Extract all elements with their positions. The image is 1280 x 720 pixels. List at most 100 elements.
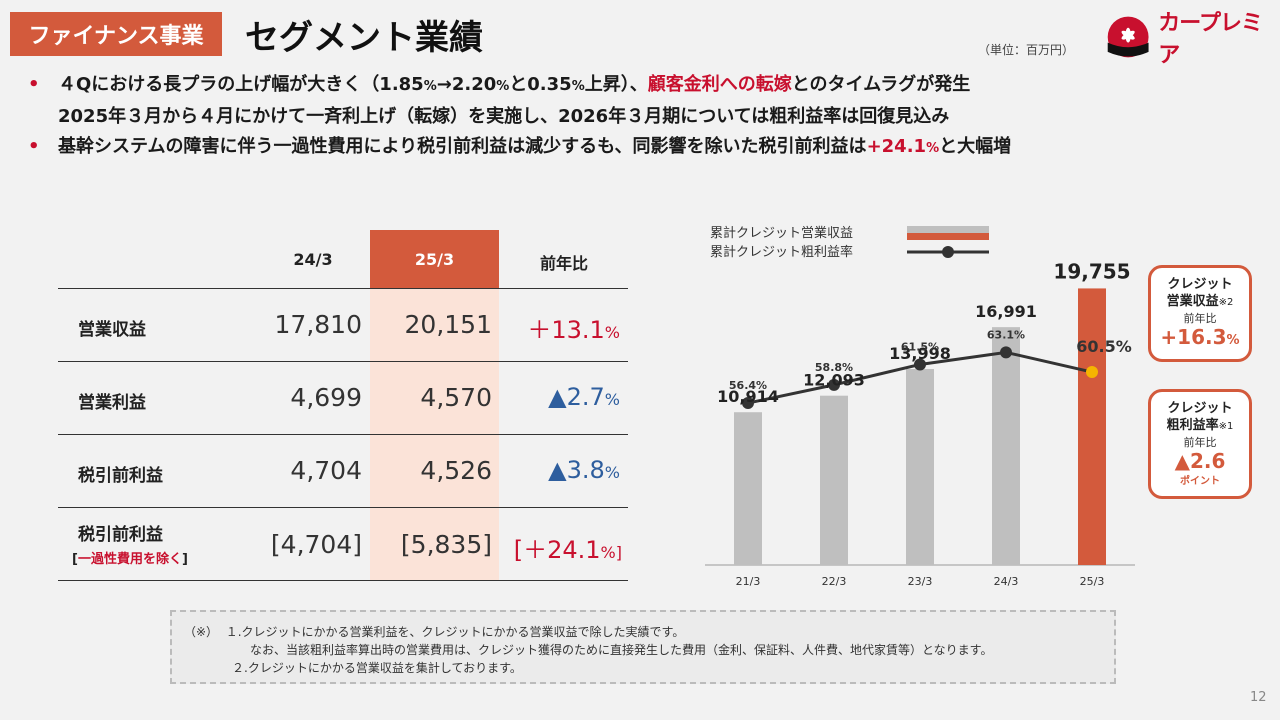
callout-title-2-text: 営業収益 <box>1166 294 1219 309</box>
bar-label-25-3: 19,755 <box>1053 259 1130 283</box>
bullet-1-text-b: →2.20 <box>436 74 497 95</box>
x-tick-21-3: 21/3 <box>736 575 761 588</box>
callout-title-2: 粗利益率※1 <box>1151 417 1249 435</box>
margin-label-25-3: 60.5% <box>1076 337 1132 356</box>
chg-unit: % <box>604 463 620 482</box>
callout-title-2: 営業収益※2 <box>1151 293 1249 311</box>
x-tick-23-3: 23/3 <box>908 575 933 588</box>
bracket-open: [ <box>72 552 78 567</box>
chg-value: ▲2.7 <box>548 383 605 411</box>
bar-label-22-3: 12,093 <box>803 371 865 390</box>
footnote-1-text: １.クレジットにかかる営業利益を、クレジットにかかる営業収益で除した実績です。 <box>225 625 685 639</box>
pct-1: % <box>423 79 437 94</box>
table-divider <box>58 361 628 362</box>
segment-tag: ファイナンス事業 <box>10 12 222 56</box>
row-label-pretax-adjusted: 税引前利益 <box>78 525 163 545</box>
bar-21-3 <box>734 412 762 565</box>
callout-value: ▲2.6 <box>1174 449 1226 473</box>
callout-sub: 前年比 <box>1183 436 1217 449</box>
pct-4: % <box>926 141 940 156</box>
x-tick-22-3: 22/3 <box>822 575 847 588</box>
margin-point-25-3 <box>1086 366 1098 379</box>
bullet-marker: • <box>28 136 40 157</box>
cell-pretax-24-3: 4,704 <box>290 456 362 485</box>
bullet-1-text-e: とのタイムラグが発生 <box>791 74 971 95</box>
footnotes: （※） １.クレジットにかかる営業利益を、クレジットにかかる営業収益で除した実績… <box>170 610 1116 684</box>
cell-op-profit-24-3: 4,699 <box>290 383 362 412</box>
legend-point-margin <box>942 246 954 258</box>
chg-unit: % <box>604 390 620 409</box>
bullet-marker: • <box>28 74 40 95</box>
callout-title: クレジット <box>1167 277 1233 292</box>
cell-pretax-adj-25-3: [5,835] <box>400 530 492 559</box>
chg-unit: %] <box>600 543 622 562</box>
x-tick-25-3: 25/3 <box>1080 575 1105 588</box>
margin-point-24-3 <box>1000 346 1012 359</box>
callout-value-unit: % <box>1226 333 1240 348</box>
chg-value: [＋24.1 <box>513 536 601 564</box>
cell-pretax-adj-24-3: [4,704] <box>270 530 362 559</box>
pct-3: % <box>571 79 585 94</box>
page-title: セグメント業績 <box>245 18 483 58</box>
cell-pretax-adj-yoy: [＋24.1%] <box>500 530 622 565</box>
legend-swatch-revenue <box>907 226 989 233</box>
margin-label-24-3: 63.1% <box>987 328 1025 341</box>
cell-op-profit-25-3: 4,570 <box>420 383 492 412</box>
pct-2: % <box>496 79 510 94</box>
bullet-1-highlight: 顧客金利への転嫁 <box>647 74 792 95</box>
legend-label-margin: 累計クレジット粗利益率 <box>710 244 853 260</box>
col-header-24-3: 24/3 <box>293 250 333 269</box>
cell-revenue-24-3: 17,810 <box>274 310 362 339</box>
bar-25-3 <box>1078 288 1106 565</box>
table-divider <box>58 434 628 435</box>
chg-unit: % <box>604 323 620 342</box>
logo-mark-icon <box>1107 16 1149 58</box>
row-label-revenue: 営業収益 <box>78 320 146 340</box>
col-header-25-3: 25/3 <box>414 250 455 269</box>
cell-revenue-yoy: ＋13.1% <box>500 310 620 345</box>
unit-label: （単位：百万円） <box>978 43 1075 57</box>
cell-revenue-25-3: 20,151 <box>404 310 492 339</box>
table-divider <box>58 288 628 289</box>
bar-label-21-3: 10,914 <box>717 387 779 406</box>
highlight-column-header <box>370 230 499 288</box>
footnote-2: ２.クレジットにかかる営業収益を集計しております。 <box>232 661 522 675</box>
footnote-1b: なお、当該粗利益率算出時の営業費用は、クレジット獲得のために直接発生した費用（金… <box>250 643 993 657</box>
x-tick-24-3: 24/3 <box>994 575 1019 588</box>
table-divider <box>58 507 628 508</box>
revenue-margin-chart: 累計クレジット営業収益 累計クレジット粗利益率 10,914 21/3 12,093… <box>705 225 1135 588</box>
row-label-operating-profit: 営業利益 <box>78 393 146 413</box>
footnote-1: （※） １.クレジットにかかる営業利益を、クレジットにかかる営業収益で除した実績… <box>184 623 1102 641</box>
margin-point-22-3 <box>828 378 840 391</box>
callout-note: ※1 <box>1218 421 1234 432</box>
callout-note: ※2 <box>1218 297 1234 308</box>
col-header-yoy: 前年比 <box>539 254 588 273</box>
margin-label-22-3: 58.8% <box>815 361 853 374</box>
bar-22-3 <box>820 395 848 565</box>
page-number: 12 <box>1250 690 1267 705</box>
callout-value: +16.3% <box>1151 326 1249 352</box>
legend-swatch-revenue-highlight <box>907 233 989 240</box>
callout-revenue-growth: クレジット 営業収益※2 前年比 +16.3% <box>1148 265 1252 362</box>
bar-label-24-3: 16,991 <box>975 302 1037 321</box>
margin-label-23-3: 61.5% <box>901 340 939 353</box>
bullet-2: • 基幹システムの障害に伴う一過性費用により税引前利益は減少するも、同影響を除いた… <box>28 132 1268 164</box>
margin-point-21-3 <box>742 397 754 410</box>
cell-op-profit-yoy: ▲2.7% <box>500 383 620 411</box>
row-sublabel-adjusted: [一過性費用を除く] <box>72 548 188 567</box>
bullet-1-text-a: ４Qにおける長プラの上げ幅が大きく（1.85 <box>58 74 424 95</box>
bullet-1: • ４Qにおける長プラの上げ幅が大きく（1.85%→2.20%と0.35%上昇）、… <box>28 70 1268 102</box>
logo-text: カープレミア <box>1158 11 1263 68</box>
cell-pretax-25-3: 4,526 <box>420 456 492 485</box>
callout-sub: 前年比 <box>1183 312 1217 325</box>
chg-value: ▲3.8 <box>548 456 605 484</box>
legend-label-revenue: 累計クレジット営業収益 <box>710 225 853 241</box>
callout-margin-change: クレジット 粗利益率※1 前年比 ▲2.6 ポイント <box>1148 389 1252 499</box>
summary-bullets: • ４Qにおける長プラの上げ幅が大きく（1.85%→2.20%と0.35%上昇）、… <box>28 70 1268 164</box>
bar-label-23-3: 13,998 <box>889 344 951 363</box>
callout-title-2-text: 粗利益率 <box>1166 418 1219 433</box>
bar-24-3 <box>992 327 1020 565</box>
margin-point-23-3 <box>914 358 926 371</box>
bullet-1-text-d: 上昇）、 <box>584 74 648 95</box>
bracket-close: ] <box>181 552 188 567</box>
